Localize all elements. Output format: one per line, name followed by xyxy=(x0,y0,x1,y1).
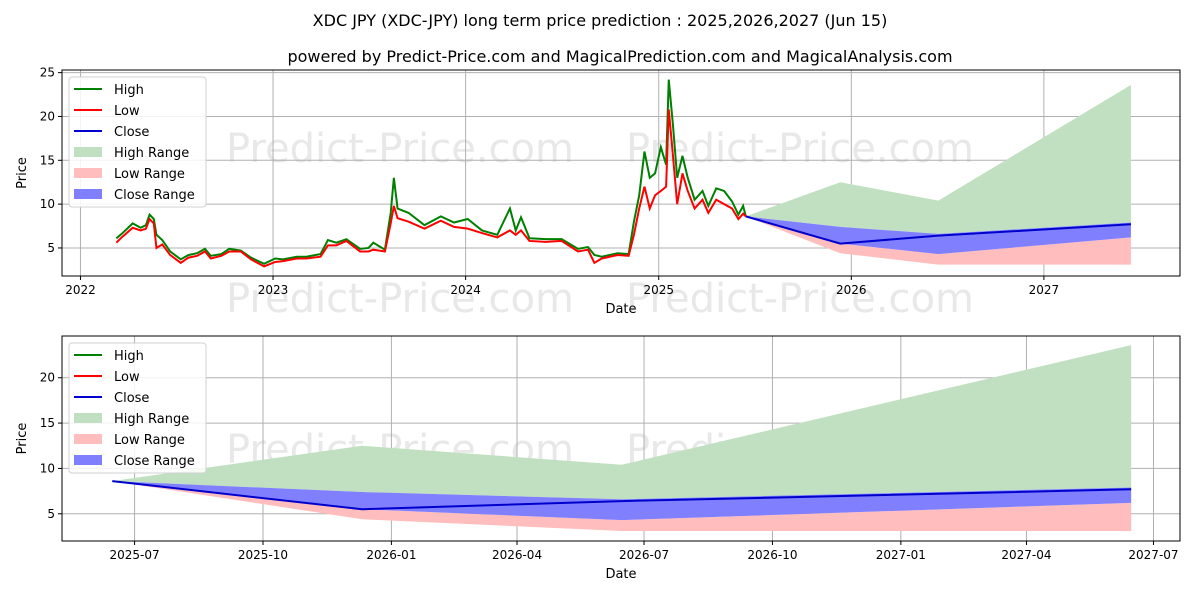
y-tick-label: 10 xyxy=(40,461,55,475)
y-tick-label: 5 xyxy=(47,507,55,521)
legend-label: Low xyxy=(114,104,140,119)
x-tick-label: 2026-07 xyxy=(619,548,669,562)
high-line xyxy=(115,79,747,265)
watermark: Predict-Price.com xyxy=(226,126,574,172)
y-tick-label: 25 xyxy=(40,66,55,80)
low-range-band xyxy=(112,481,1132,532)
legend-box xyxy=(68,342,207,474)
legend-label: Low xyxy=(114,370,140,385)
plot-frame xyxy=(61,335,1181,542)
legend-label: High Range xyxy=(114,412,189,427)
legend-label: Low Range xyxy=(114,167,185,182)
y-tick-label: 15 xyxy=(40,416,55,430)
legend-label: Close Range xyxy=(114,188,195,203)
x-tick-label: 2026-01 xyxy=(366,548,416,562)
x-tick-label: 2025-10 xyxy=(238,548,288,562)
low-line xyxy=(115,109,747,268)
legend-swatch-high-range xyxy=(74,413,102,423)
legend-label: Close xyxy=(114,391,149,406)
chart-panel-2: Predict-Price.comPredict-Price.com2025-0… xyxy=(15,335,1181,582)
legend-label: High xyxy=(114,349,144,364)
close-line xyxy=(112,480,1132,511)
chart-subtitle: powered by Predict-Price.com and Magical… xyxy=(287,47,952,66)
x-tick-label: 2026 xyxy=(836,283,867,297)
legend: High Low Close High Range Low Range Close Ran… xyxy=(68,76,207,208)
watermark: Predict-Price.com xyxy=(626,276,974,322)
x-tick-label: 2022 xyxy=(65,283,96,297)
x-tick-label: 2027-07 xyxy=(1128,548,1178,562)
close-line xyxy=(745,215,1131,245)
y-tick-label: 5 xyxy=(47,241,55,255)
x-tick-label: 2025 xyxy=(643,283,674,297)
y-axis-label: Price xyxy=(15,157,30,189)
y-tick-label: 15 xyxy=(40,153,55,167)
y-tick-label: 20 xyxy=(40,371,55,385)
chart-title: XDC JPY (XDC-JPY) long term price predic… xyxy=(313,11,888,30)
y-tick-label: 20 xyxy=(40,109,55,123)
legend-label: Close Range xyxy=(114,454,195,469)
chart-panel-1: Predict-Price.com Predict-Price.com Predic… xyxy=(15,66,1181,322)
x-tick-label: 2023 xyxy=(258,283,289,297)
legend-swatch-close-range xyxy=(74,189,102,199)
x-tick-label: 2026-10 xyxy=(747,548,797,562)
high-range-band xyxy=(745,84,1131,234)
legend-label: Low Range xyxy=(114,433,185,448)
y-tick-label: 10 xyxy=(40,197,55,211)
x-tick-label: 2027-01 xyxy=(876,548,926,562)
legend-swatch-close-range xyxy=(74,455,102,465)
legend-label: High xyxy=(114,83,144,98)
legend: High Low Close High Range Low Range Close Ran… xyxy=(68,342,207,474)
legend-swatch-high-range xyxy=(74,147,102,157)
legend-label: Close xyxy=(114,125,149,140)
x-axis-label: Date xyxy=(605,567,636,582)
x-tick-label: 2027 xyxy=(1029,283,1060,297)
low-range-band xyxy=(745,216,1131,265)
x-tick-label: 2024 xyxy=(450,283,481,297)
legend-label: High Range xyxy=(114,146,189,161)
legend-box xyxy=(68,76,207,208)
x-tick-label: 2026-04 xyxy=(492,548,542,562)
y-axis-label: Price xyxy=(15,423,30,455)
x-axis-label: Date xyxy=(605,302,636,317)
x-tick-label: 2025-07 xyxy=(110,548,160,562)
plot-frame xyxy=(61,69,1181,277)
watermark: Predict-Price.com xyxy=(626,126,974,172)
legend-swatch-low-range xyxy=(74,168,102,178)
x-tick-label: 2027-04 xyxy=(1001,548,1051,562)
high-range-band xyxy=(112,345,1132,500)
legend-swatch-low-range xyxy=(74,434,102,444)
watermark: Predict-Price.com xyxy=(226,276,574,322)
